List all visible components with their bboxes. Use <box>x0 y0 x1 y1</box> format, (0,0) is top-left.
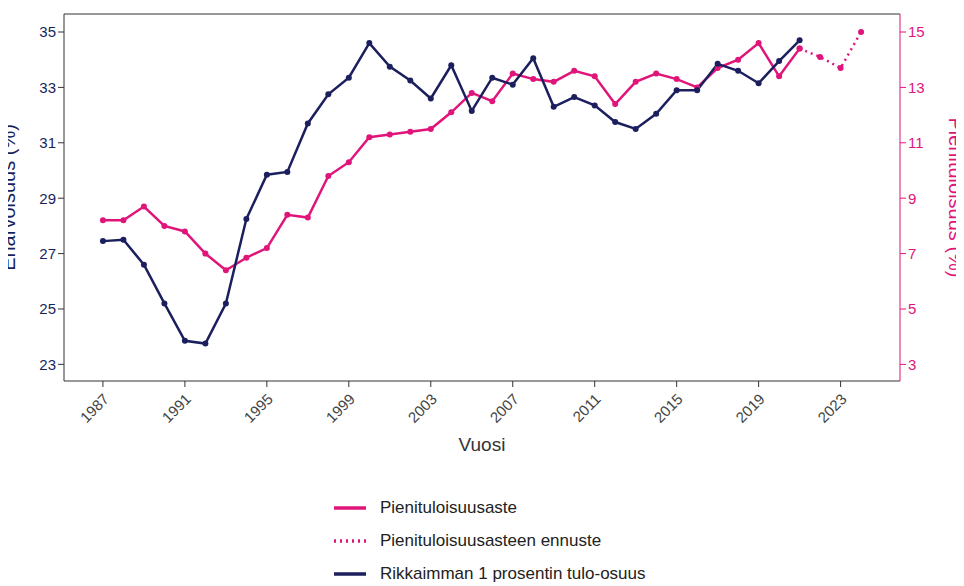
svg-text:9: 9 <box>908 190 916 207</box>
svg-text:Vuosi: Vuosi <box>459 434 506 453</box>
svg-text:1987: 1987 <box>77 390 113 426</box>
svg-text:11: 11 <box>908 134 924 151</box>
svg-text:2023: 2023 <box>814 390 850 426</box>
svg-text:2015: 2015 <box>650 390 686 426</box>
svg-text:2019: 2019 <box>732 390 768 426</box>
svg-text:23: 23 <box>39 356 56 373</box>
svg-text:Pienituloisuus (%): Pienituloisuus (%) <box>945 117 956 277</box>
svg-text:15: 15 <box>908 23 925 40</box>
svg-text:27: 27 <box>39 245 56 262</box>
svg-text:2011: 2011 <box>569 390 604 425</box>
svg-text:29: 29 <box>39 190 56 207</box>
svg-text:5: 5 <box>908 300 916 317</box>
svg-text:2003: 2003 <box>404 390 440 426</box>
svg-text:1991: 1991 <box>158 390 194 426</box>
html-text:Rikkaimman 1 prosentin tulo-os: Rikkaimman 1 prosentin tulo-osuus <box>380 563 646 583</box>
svg-text:2007: 2007 <box>486 390 522 426</box>
svg-text:33: 33 <box>39 79 56 96</box>
svg-text:25: 25 <box>39 300 56 317</box>
html-text:Pienituloisuusaste: Pienituloisuusaste <box>380 497 517 517</box>
svg-text:31: 31 <box>39 134 56 151</box>
svg-text:7: 7 <box>908 245 916 262</box>
svg-text:Eriarvoisuus (%): Eriarvoisuus (%) <box>8 124 19 271</box>
svg-text:13: 13 <box>908 79 925 96</box>
svg-text:1999: 1999 <box>322 390 358 426</box>
html-text:Pienituloisuusasteen ennuste: Pienituloisuusasteen ennuste <box>380 530 602 550</box>
svg-text:35: 35 <box>39 23 56 40</box>
svg-text:1995: 1995 <box>240 390 276 426</box>
svg-text:3: 3 <box>908 356 916 373</box>
